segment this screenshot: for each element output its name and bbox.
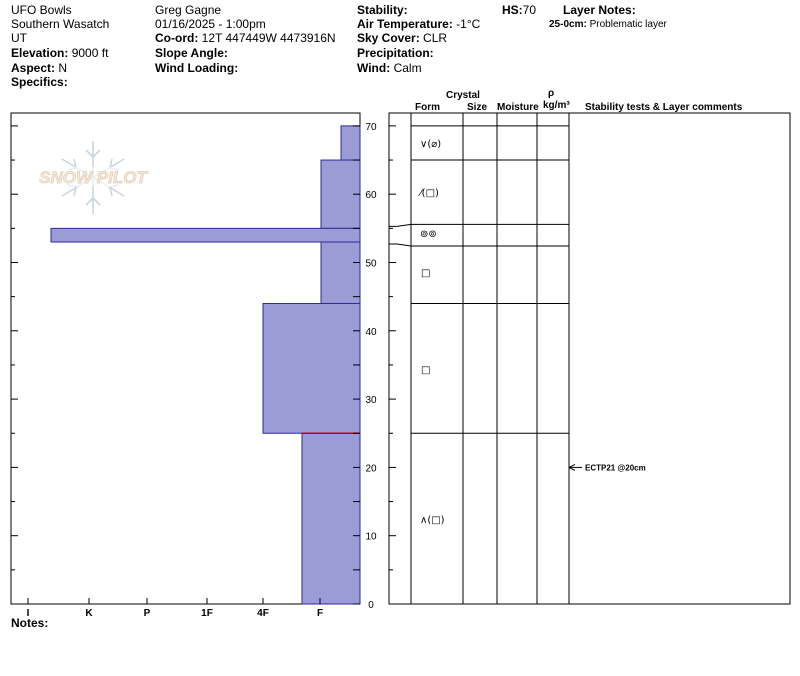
air-temp-label: Air Temperature: [357, 17, 453, 31]
wind-loading-label: Wind Loading: [155, 61, 239, 75]
height-tick-label: 70 [365, 122, 377, 133]
sky-cover-row: Sky Cover: CLR [357, 31, 447, 45]
hs-value: 70 [522, 3, 537, 17]
sky-cover-label: Sky Cover: [357, 31, 420, 45]
elevation-value: 9000 ft [71, 46, 109, 60]
sky-cover-value: CLR [423, 31, 448, 45]
coord-label: Co-ord: [155, 31, 199, 45]
hardness-tick-label: P [144, 608, 151, 619]
grain-form-symbol: ∧(□) [420, 515, 445, 526]
grain-form-symbol: □ [421, 365, 430, 376]
hardness-x-axis: I K P 1F 4F F [27, 598, 323, 619]
col-density-unit: kg/m³ [543, 100, 570, 111]
height-tick-label: 10 [365, 532, 377, 543]
grain-form-symbol: ⁄(□) [418, 188, 439, 199]
observer-name: Greg Gagne [155, 3, 222, 17]
layer-notes-label: Layer Notes: [563, 3, 636, 17]
hardness-bar [262, 302, 361, 434]
grain-form-symbol: ∨(⌀) [420, 139, 441, 150]
height-tick-label: 20 [365, 463, 377, 474]
stability-test-label: ECTP21 @20cm [585, 463, 646, 472]
test-arrowhead [568, 463, 576, 471]
stability-tests: ECTP21 @20cm [568, 463, 646, 472]
hardness-tick-label: 1F [201, 608, 213, 619]
height-tick-label: 50 [365, 259, 377, 270]
coord-value: 12T 447449W 4473916N [201, 31, 336, 45]
snowflake-icon [61, 141, 125, 214]
layer-note-text: Problematic layer [589, 19, 667, 30]
mountain-range: Southern Wasatch [11, 17, 110, 31]
col-crystal: Crystal [446, 90, 480, 101]
height-tick-label: 0 [368, 600, 374, 611]
layer-table-frame [388, 112, 791, 605]
grain-form-symbol: □ [421, 268, 430, 279]
hs-row: HS:70 [502, 3, 536, 17]
hardness-bar [320, 241, 361, 304]
notes-label: Notes: [11, 616, 49, 630]
height-tick-label: 40 [365, 327, 377, 338]
layer-note: 25-0cm: Problematic layer [549, 18, 667, 32]
layer-connector [389, 243, 412, 247]
layer-note-range: 25-0cm: [549, 19, 587, 30]
observation-datetime: 01/16/2025 - 1:00pm [155, 17, 266, 31]
air-temp-row: Air Temperature: -1°C [357, 17, 480, 31]
hardness-tick-label: F [317, 608, 323, 619]
layer-connector [389, 223, 412, 227]
col-rho: ρ [548, 88, 555, 99]
specifics-label: Specifics: [11, 75, 68, 89]
air-temp-value: -1°C [456, 17, 481, 31]
stability-label: Stability: [357, 3, 408, 17]
coordinate-row: Co-ord: 12T 447449W 4473916N [155, 31, 336, 45]
hs-label: HS: [502, 3, 523, 17]
precipitation-label: Precipitation: [357, 46, 434, 60]
grain-forms: ∨(⌀) ⁄(□) ⊚⊚ □ □ ∧(□) [418, 139, 445, 526]
layer-rows [389, 125, 569, 434]
layer-table [388, 112, 791, 605]
wind-value: Calm [393, 61, 422, 75]
elevation-label: Elevation: [11, 46, 69, 60]
hardness-tick-label: 4F [257, 608, 269, 619]
col-size: Size [467, 102, 488, 113]
grain-form-symbol: ⊚⊚ [420, 229, 437, 240]
hardness-layers [50, 125, 361, 605]
height-tick-label: 60 [365, 190, 377, 201]
location-name: UFO Bowls [11, 3, 72, 17]
col-stability: Stability tests & Layer comments [585, 102, 743, 113]
col-form: Form [415, 102, 440, 113]
slope-angle-label: Slope Angle: [155, 46, 228, 60]
hardness-bar [340, 125, 361, 161]
watermark-text: SNOW PILOT [39, 168, 148, 187]
col-moisture: Moisture [497, 102, 539, 113]
aspect-label: Aspect: [11, 61, 56, 75]
elevation-row: Elevation: 9000 ft [11, 46, 108, 60]
hardness-bar [50, 227, 361, 243]
height-y-axis: 0 10 20 30 40 50 60 70 [11, 122, 396, 611]
state: UT [11, 31, 27, 45]
wind-label: Wind: [357, 61, 391, 75]
aspect-row: Aspect: N [11, 61, 67, 75]
hardness-tick-label: I [27, 608, 30, 619]
aspect-value: N [58, 61, 68, 75]
hardness-bar [301, 432, 361, 605]
snowpilot-watermark: SNOW PILOT [33, 141, 154, 214]
hardness-tick-label: K [85, 608, 93, 619]
wind-row: Wind: Calm [357, 61, 422, 75]
height-tick-label: 30 [365, 395, 377, 406]
